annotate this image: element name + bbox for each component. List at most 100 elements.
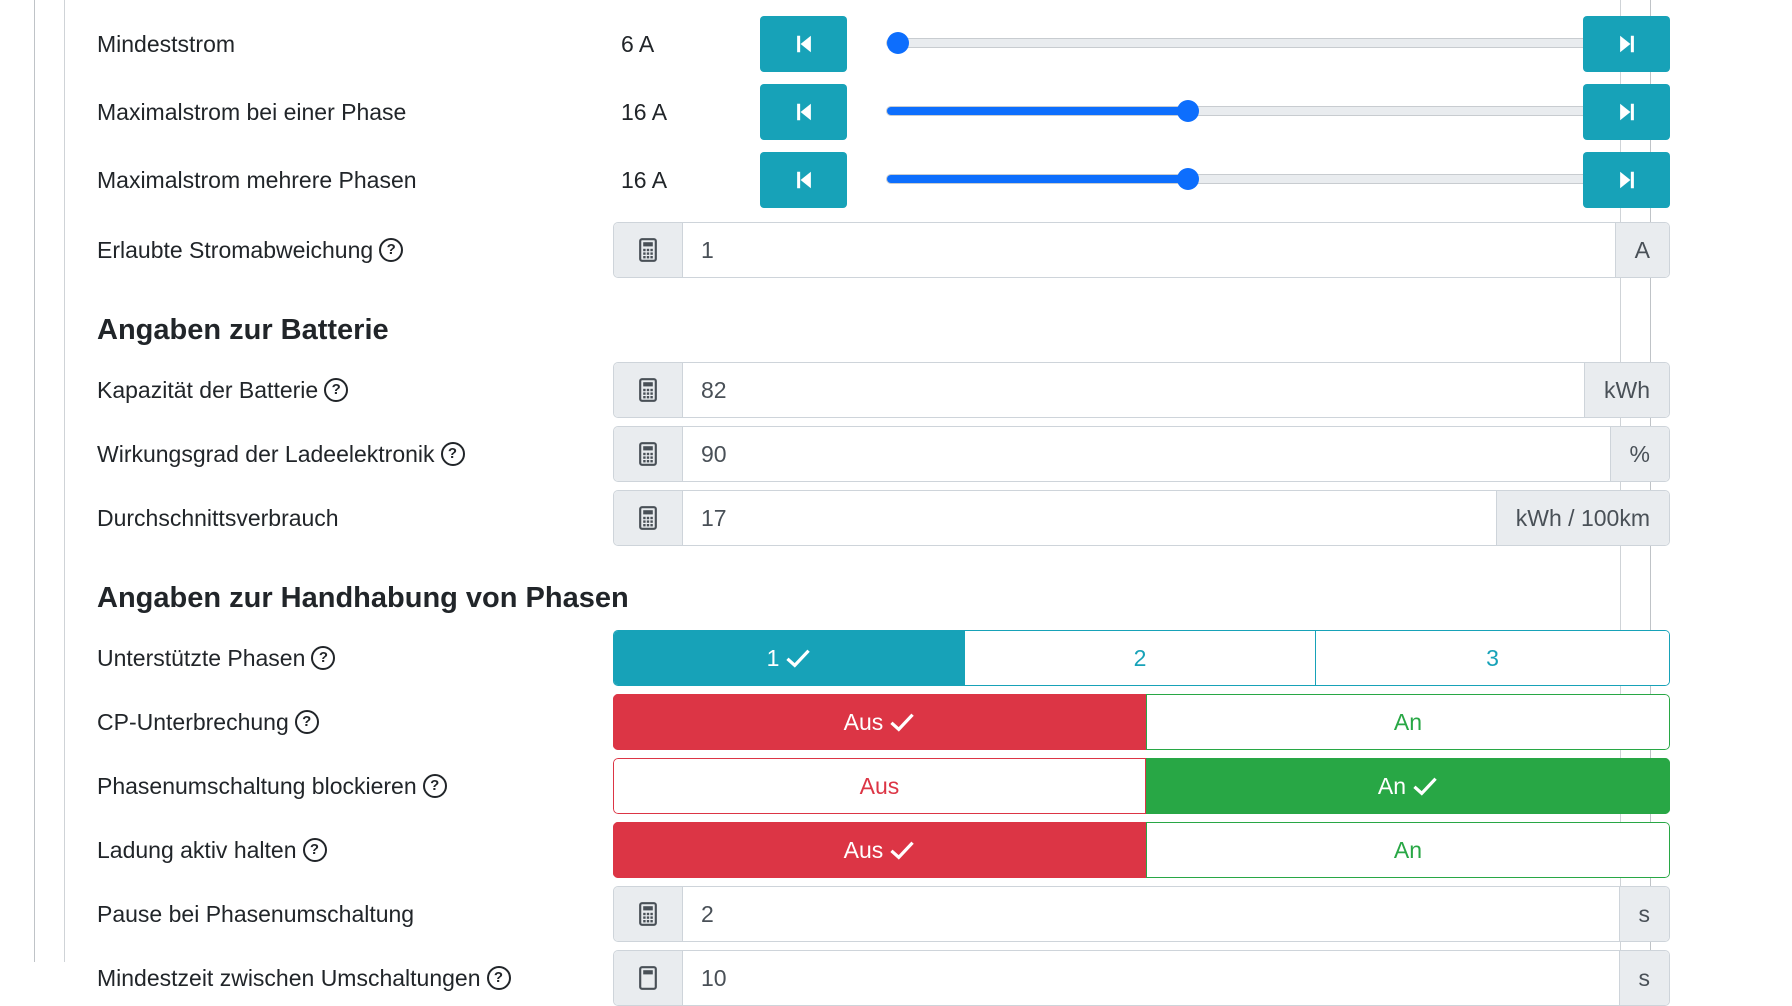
min-current-decrease-button[interactable] xyxy=(760,16,847,72)
max-single-phase-decrease-button[interactable] xyxy=(760,84,847,140)
cp-interrupt-label-text: CP-Unterbrechung xyxy=(97,708,289,735)
max-multi-phase-slider[interactable] xyxy=(886,168,1660,190)
block-switch-button-group: Aus An xyxy=(613,758,1670,814)
supported-phases-button-group: 1 2 3 xyxy=(613,630,1670,686)
keep-active-off-button[interactable]: Aus xyxy=(613,822,1146,878)
current-deviation-input[interactable] xyxy=(683,223,1615,277)
block-switch-on-label: An xyxy=(1377,772,1407,799)
page-border-left xyxy=(34,0,35,962)
help-icon[interactable]: ? xyxy=(294,710,319,734)
min-time-label-text: Mindestzeit zwischen Umschaltungen xyxy=(97,964,481,991)
min-current-value: 6 A xyxy=(621,30,655,57)
block-switch-label-text: Phasenumschaltung blockieren xyxy=(97,772,417,799)
efficiency-input[interactable] xyxy=(683,427,1610,481)
supported-phases-label: Unterstützte Phasen ? xyxy=(97,630,336,686)
calculator-icon xyxy=(614,363,683,417)
keep-active-on-label: An xyxy=(1393,836,1423,863)
max-single-phase-slider[interactable] xyxy=(886,100,1660,122)
slider-row-max-multi-phase: Maximalstrom mehrere Phasen 16 A xyxy=(97,152,1670,208)
efficiency-row: Wirkungsgrad der Ladeelektronik ? % xyxy=(97,426,1670,482)
min-time-label: Mindestzeit zwischen Umschaltungen ? xyxy=(97,950,511,1006)
check-icon xyxy=(890,841,915,860)
battery-capacity-input-group: kWh xyxy=(613,362,1670,418)
phases-section-title: Angaben zur Handhabung von Phasen xyxy=(97,581,629,614)
skip-end-icon xyxy=(1619,171,1634,189)
help-icon[interactable]: ? xyxy=(486,966,511,990)
cp-interrupt-on-button[interactable]: An xyxy=(1146,694,1670,750)
keep-active-button-group: Aus An xyxy=(613,822,1670,878)
efficiency-input-group: % xyxy=(613,426,1670,482)
skip-end-icon xyxy=(1619,35,1634,53)
pause-row: Pause bei Phasenumschaltung s xyxy=(97,886,1670,942)
keep-active-off-label: Aus xyxy=(843,836,884,863)
check-icon xyxy=(786,649,811,668)
cp-interrupt-label: CP-Unterbrechung ? xyxy=(97,694,319,750)
help-icon[interactable]: ? xyxy=(379,238,404,262)
skip-start-icon xyxy=(796,35,811,53)
pause-unit: s xyxy=(1618,887,1669,941)
phase-3-button[interactable]: 3 xyxy=(1315,631,1669,685)
cp-interrupt-row: CP-Unterbrechung ? Aus An xyxy=(97,694,1670,750)
help-icon[interactable]: ? xyxy=(311,646,336,670)
calculator-icon xyxy=(614,223,683,277)
block-switch-on-button[interactable]: An xyxy=(1146,758,1670,814)
help-icon[interactable]: ? xyxy=(440,442,465,466)
consumption-input-group: kWh / 100km xyxy=(613,490,1670,546)
cp-interrupt-off-label: Aus xyxy=(843,708,884,735)
efficiency-label: Wirkungsgrad der Ladeelektronik ? xyxy=(97,426,465,482)
pause-input-group: s xyxy=(613,886,1670,942)
supported-phases-row: Unterstützte Phasen ? 1 2 3 xyxy=(97,630,1670,686)
phase-2-button[interactable]: 2 xyxy=(964,631,1315,685)
pause-input[interactable] xyxy=(683,887,1619,941)
min-time-input-group: s xyxy=(613,950,1670,1006)
calculator-icon xyxy=(614,491,683,545)
max-multi-phase-decrease-button[interactable] xyxy=(760,152,847,208)
battery-capacity-label-text: Kapazität der Batterie xyxy=(97,376,319,403)
skip-end-icon xyxy=(1619,103,1634,121)
min-current-slider[interactable] xyxy=(886,32,1660,54)
cp-interrupt-button-group: Aus An xyxy=(613,694,1670,750)
min-current-increase-button[interactable] xyxy=(1583,16,1670,72)
min-time-row: Mindestzeit zwischen Umschaltungen ? s xyxy=(97,950,1670,1006)
current-deviation-input-group: A xyxy=(613,222,1670,278)
phase-1-button[interactable]: 1 xyxy=(614,631,964,685)
battery-capacity-row: Kapazität der Batterie ? kWh xyxy=(97,362,1670,418)
supported-phases-label-text: Unterstützte Phasen xyxy=(97,644,306,671)
battery-capacity-label: Kapazität der Batterie ? xyxy=(97,362,349,418)
help-icon[interactable]: ? xyxy=(302,838,327,862)
cp-interrupt-off-button[interactable]: Aus xyxy=(613,694,1146,750)
keep-active-label-text: Ladung aktiv halten xyxy=(97,836,297,863)
max-multi-phase-increase-button[interactable] xyxy=(1583,152,1670,208)
efficiency-unit: % xyxy=(1609,427,1669,481)
battery-capacity-unit: kWh xyxy=(1584,363,1669,417)
max-single-phase-label: Maximalstrom bei einer Phase xyxy=(97,98,407,125)
calculator-icon xyxy=(614,951,683,1005)
slider-row-min-current: Mindeststrom 6 A xyxy=(97,16,1670,72)
keep-active-label: Ladung aktiv halten ? xyxy=(97,822,327,878)
phase-3-label: 3 xyxy=(1486,644,1499,671)
efficiency-label-text: Wirkungsgrad der Ladeelektronik xyxy=(97,440,435,467)
block-switch-row: Phasenumschaltung blockieren ? Aus An xyxy=(97,758,1670,814)
card-border-left xyxy=(64,0,65,962)
help-icon[interactable]: ? xyxy=(324,378,349,402)
battery-section-title: Angaben zur Batterie xyxy=(97,313,389,346)
min-time-input[interactable] xyxy=(683,951,1619,1005)
help-icon[interactable]: ? xyxy=(422,774,447,798)
slider-row-max-single-phase: Maximalstrom bei einer Phase 16 A xyxy=(97,84,1670,140)
current-deviation-label-text: Erlaubte Stromabweichung xyxy=(97,236,374,263)
keep-active-on-button[interactable]: An xyxy=(1146,822,1670,878)
consumption-row: Durchschnittsverbrauch kWh / 100km xyxy=(97,490,1670,546)
min-time-unit: s xyxy=(1618,951,1669,1005)
skip-start-icon xyxy=(796,103,811,121)
max-single-phase-increase-button[interactable] xyxy=(1583,84,1670,140)
check-icon xyxy=(890,713,915,732)
skip-start-icon xyxy=(796,171,811,189)
consumption-label: Durchschnittsverbrauch xyxy=(97,504,339,531)
min-current-label: Mindeststrom xyxy=(97,30,236,57)
block-switch-off-button[interactable]: Aus xyxy=(613,758,1146,814)
cp-interrupt-on-label: An xyxy=(1393,708,1423,735)
battery-capacity-input[interactable] xyxy=(683,363,1584,417)
max-single-phase-value: 16 A xyxy=(621,98,668,125)
keep-active-row: Ladung aktiv halten ? Aus An xyxy=(97,822,1670,878)
consumption-input[interactable] xyxy=(683,491,1496,545)
